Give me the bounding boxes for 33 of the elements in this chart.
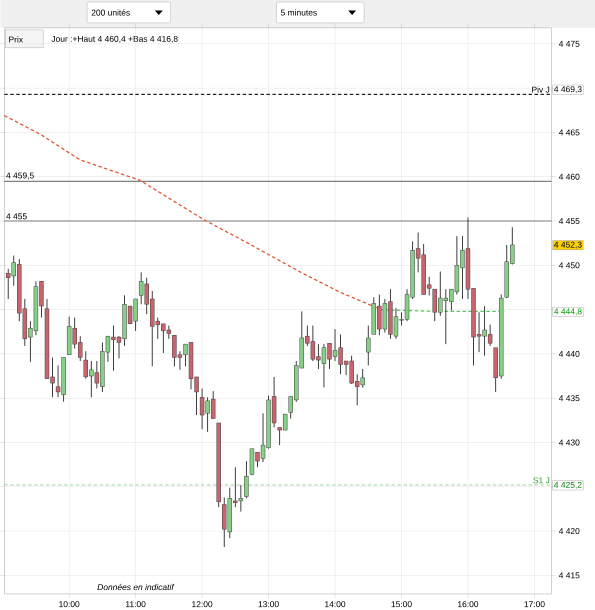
- ref-line-label: 4 455: [6, 213, 27, 220]
- x-tick-label: 12:00: [192, 601, 212, 608]
- ref-line-label: 4 459,5: [6, 172, 34, 180]
- x-tick-label: 14:00: [324, 601, 346, 608]
- y-tick-label: 4 450: [558, 262, 580, 268]
- y-tick-label: 4 440: [558, 350, 580, 357]
- annotation: Jour :+Haut 4 460,4 +Bas 4 416,8: [51, 36, 178, 43]
- candlestick: [244, 460, 249, 499]
- text: 4 425,2: [554, 482, 582, 489]
- candlestick: [366, 325, 370, 366]
- y-tick-label: 4 430: [558, 440, 580, 446]
- text: 4 444,8: [554, 308, 582, 316]
- annotation: Prix: [9, 36, 23, 42]
- x-tick-label: 16:00: [458, 601, 478, 608]
- ref-line-label: S1 J: [533, 477, 549, 484]
- y-tick-label: 4 420: [558, 528, 580, 534]
- annotation: Données en indicatif: [97, 584, 174, 590]
- x-tick-label: 13:00: [258, 601, 279, 608]
- y-tick-label: 4 465: [558, 129, 580, 136]
- text: 4 469,3: [554, 86, 582, 94]
- text: 4 452,3: [554, 242, 582, 249]
- x-tick-label: 11:00: [126, 601, 146, 608]
- text: 5 minutes: [280, 9, 317, 16]
- x-tick-label: 10:00: [59, 601, 80, 608]
- y-tick-label: 4 460: [558, 174, 580, 180]
- y-tick-label: 4 455: [558, 218, 580, 224]
- text: 200 unités: [92, 9, 130, 16]
- ref-line-label: Piv J: [532, 86, 549, 93]
- x-tick-label: 17:00: [524, 601, 545, 608]
- y-tick-label: 4 415: [558, 572, 580, 578]
- y-tick-label: 4 475: [558, 40, 580, 47]
- x-tick-label: 15:00: [391, 601, 412, 608]
- y-tick-label: 4 435: [558, 395, 580, 402]
